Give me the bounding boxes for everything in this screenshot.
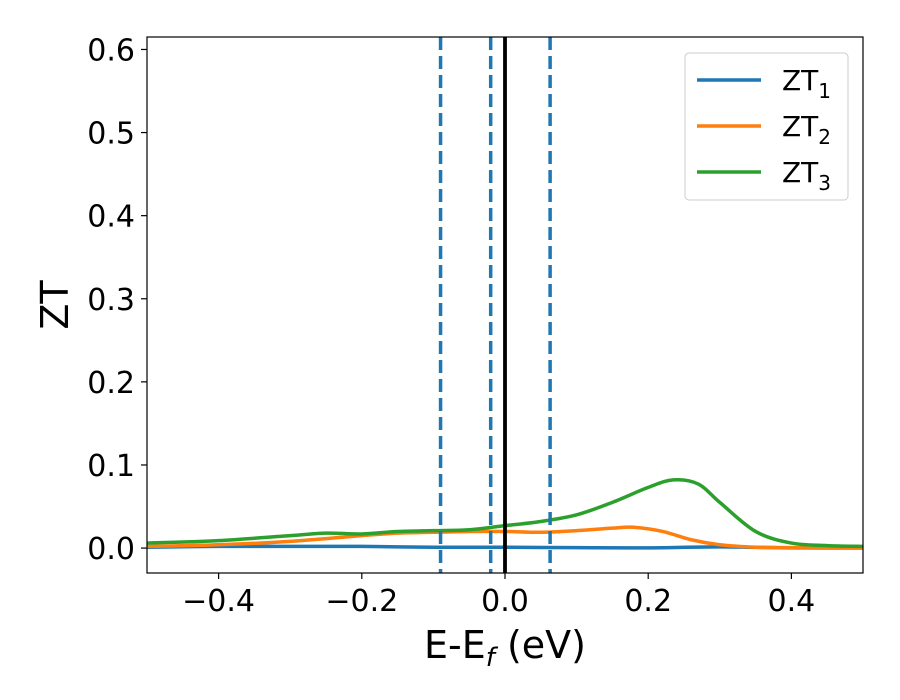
y-tick-label: 0.1 bbox=[87, 449, 135, 484]
y-tick-label: 0.2 bbox=[87, 366, 135, 401]
y-tick-label: 0.5 bbox=[87, 117, 135, 152]
x-tick-label: −0.2 bbox=[325, 584, 398, 619]
y-tick-label: 0.3 bbox=[87, 283, 135, 318]
x-tick-label: 0.0 bbox=[481, 584, 529, 619]
x-tick-label: 0.2 bbox=[624, 584, 672, 619]
y-tick-label: 0.0 bbox=[87, 532, 135, 567]
legend-label-zt2: ZT2 bbox=[782, 110, 831, 149]
series-line-zt2 bbox=[147, 525, 863, 550]
x-tick-label: −0.4 bbox=[182, 584, 255, 619]
x-axis-label: E-Ef (eV) bbox=[424, 623, 586, 673]
series-line-zt3 bbox=[147, 478, 863, 549]
y-tick-label: 0.6 bbox=[87, 33, 135, 68]
legend-box bbox=[684, 52, 849, 201]
legend: ZT1 ZT2 ZT3 bbox=[684, 52, 849, 201]
y-axis-label: ZT bbox=[33, 280, 77, 330]
y-tick-label: 0.4 bbox=[87, 200, 135, 235]
x-tick-label: 0.4 bbox=[768, 584, 816, 619]
legend-label-zt3: ZT3 bbox=[782, 156, 831, 195]
legend-label-zt1: ZT1 bbox=[782, 64, 831, 103]
